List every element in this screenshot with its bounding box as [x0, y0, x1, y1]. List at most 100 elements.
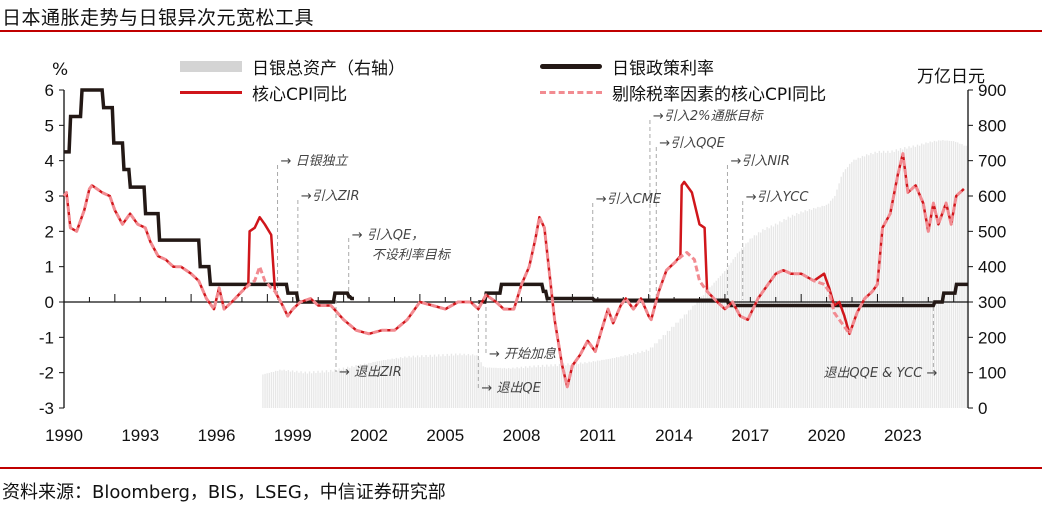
asset-bar [715, 280, 717, 408]
core-cpi-ex-tax-line [62, 152, 965, 389]
left-tick-label: 0 [45, 293, 54, 312]
asset-bar [304, 371, 306, 408]
legend-item-core: 核心CPI同比 [180, 80, 347, 105]
asset-bar [272, 371, 275, 408]
asset-bar [819, 207, 821, 408]
asset-bar [753, 235, 756, 408]
asset-bar [770, 225, 772, 408]
annotation-label: → 日银独立 [281, 154, 349, 169]
asset-bar [836, 189, 838, 408]
asset-bar [851, 162, 853, 408]
asset-bar [584, 362, 586, 408]
asset-bar [404, 356, 406, 408]
asset-bar [387, 359, 389, 408]
chart-title: 日本通胀走势与日银异次元宽松工具 [2, 7, 315, 29]
asset-bar [366, 363, 368, 408]
x-tick-label: 1999 [274, 426, 312, 445]
asset-bar [380, 360, 383, 408]
asset-bar [349, 367, 351, 408]
asset-bar [588, 361, 590, 408]
asset-bar [442, 354, 444, 408]
asset-bar [501, 368, 503, 408]
asset-bar [376, 361, 378, 408]
asset-bar [508, 367, 510, 408]
asset-bar [372, 362, 374, 408]
asset-bar [313, 371, 315, 408]
asset-bar [923, 144, 925, 408]
asset-bar [493, 367, 495, 408]
right-tick-label: 800 [978, 116, 1006, 135]
asset-bar [652, 347, 654, 408]
asset-bar [609, 358, 611, 408]
asset-bar [757, 232, 760, 408]
asset-bar [954, 141, 957, 409]
asset-bar [467, 353, 470, 408]
asset-bar [465, 355, 467, 408]
asset-bar [891, 150, 893, 408]
asset-bar [471, 354, 474, 408]
asset-bar [298, 372, 300, 408]
asset-bar [537, 365, 539, 408]
asset-bar [844, 169, 847, 408]
asset-bar [904, 147, 906, 408]
asset-bar [327, 372, 330, 408]
asset-bar [503, 367, 506, 408]
asset-bar [736, 253, 739, 408]
asset-bar [622, 356, 624, 408]
asset-bar [427, 356, 429, 408]
asset-bar [849, 163, 851, 408]
asset-bar [499, 367, 501, 408]
annotation-label: →引入YCC [746, 190, 810, 205]
asset-bar [395, 357, 398, 408]
asset-bar [690, 309, 692, 408]
annotation-label: →引入QQE [659, 136, 725, 151]
asset-bar [497, 368, 499, 408]
asset-bar [344, 368, 347, 408]
asset-bar [798, 214, 800, 408]
asset-bar [785, 219, 787, 408]
legend-swatch-core [180, 91, 242, 94]
asset-bar [931, 142, 933, 408]
asset-bar [452, 355, 455, 408]
asset-bar [711, 285, 713, 408]
asset-bar [457, 355, 459, 408]
asset-bar [870, 152, 872, 408]
asset-bar [808, 209, 811, 408]
x-tick-label: 2017 [731, 426, 769, 445]
x-tick-label: 2014 [655, 426, 693, 445]
right-tick-label: 300 [978, 293, 1006, 312]
annotation-label: → 退出QE [481, 381, 541, 396]
asset-bar [918, 145, 921, 408]
asset-bar [933, 140, 936, 408]
asset-bar [906, 148, 908, 409]
source-divider [0, 467, 1042, 469]
asset-bar [524, 366, 527, 408]
annotation-label: →引入CME [596, 192, 662, 207]
asset-bar [950, 141, 953, 408]
asset-bar [961, 144, 963, 409]
asset-bar [535, 367, 537, 408]
asset-bar [696, 301, 698, 408]
x-tick-label: 1996 [198, 426, 236, 445]
asset-bar [512, 367, 514, 408]
asset-bar [929, 141, 931, 408]
asset-bar [518, 368, 520, 408]
asset-bar [647, 350, 650, 408]
asset-bar [732, 259, 734, 408]
asset-bar [791, 214, 794, 408]
asset-bar [965, 145, 967, 409]
asset-bar [455, 353, 457, 408]
asset-bar [270, 372, 273, 408]
asset-bar [859, 158, 861, 408]
asset-bar [914, 146, 917, 408]
left-tick-label: 1 [45, 258, 54, 277]
asset-bar [546, 364, 548, 408]
annotation-label: 退出QQE & YCC → [823, 366, 937, 381]
asset-bar [294, 372, 296, 408]
asset-bar [440, 356, 442, 408]
asset-bar [332, 371, 334, 408]
asset-bar [446, 353, 448, 408]
asset-bar [560, 365, 563, 408]
x-tick-label: 1993 [121, 426, 159, 445]
asset-bar [927, 143, 929, 408]
